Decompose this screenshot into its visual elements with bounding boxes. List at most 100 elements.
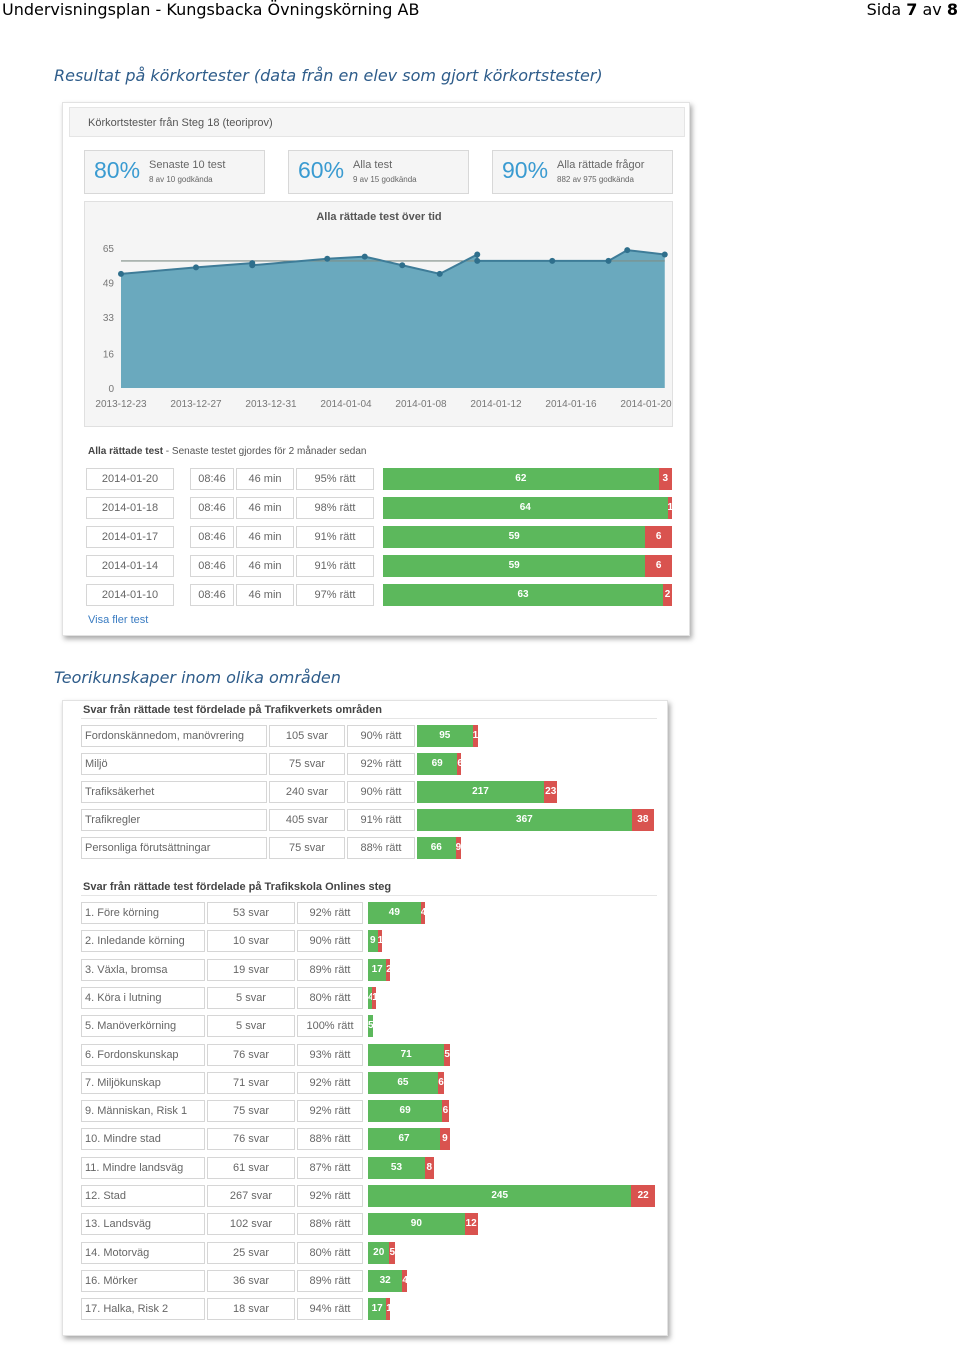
step-name: 12. Stad bbox=[81, 1185, 205, 1207]
correct-segment: 65 bbox=[368, 1071, 438, 1094]
data-point bbox=[399, 262, 406, 269]
test-result: 97% rätt bbox=[296, 584, 374, 606]
area-answer-count: 75 svar bbox=[269, 753, 345, 775]
correct-segment: 217 bbox=[417, 781, 544, 803]
test-time: 08:46 bbox=[190, 555, 234, 577]
wrong-segment: 4 bbox=[402, 1269, 407, 1292]
step-answer-count: 5 svar bbox=[207, 986, 295, 1009]
data-point bbox=[249, 262, 256, 269]
x-tick-label: 2014-01-20 bbox=[620, 399, 672, 410]
area-answer-count: 105 svar bbox=[269, 725, 345, 747]
correct-segment: 90 bbox=[368, 1213, 465, 1236]
panel-title: Körkortstester från Steg 18 (teoriprov) bbox=[69, 107, 685, 137]
result-bar: 20 5 bbox=[368, 1241, 395, 1264]
test-results-screenshot: Körkortstester från Steg 18 (teoriprov) … bbox=[62, 102, 690, 636]
data-point bbox=[661, 251, 668, 258]
document-header: Undervisningsplan - Kungsbacka Övningskö… bbox=[0, 0, 960, 22]
correct-segment: 95 bbox=[417, 725, 473, 747]
x-tick-label: 2014-01-08 bbox=[395, 399, 447, 410]
step-answer-count: 102 svar bbox=[207, 1213, 295, 1236]
area-name: Miljö bbox=[81, 753, 267, 775]
document-title: Undervisningsplan - Kungsbacka Övningskö… bbox=[2, 0, 420, 19]
stat-title: Alla rättade frågor bbox=[557, 159, 645, 171]
result-bar: 17 1 bbox=[368, 1298, 391, 1321]
result-bar: 59 6 bbox=[383, 526, 672, 548]
wrong-segment: 5 bbox=[389, 1241, 395, 1264]
step-percent: 92% rätt bbox=[297, 1100, 363, 1123]
step-percent: 80% rätt bbox=[297, 986, 363, 1009]
test-date: 2014-01-10 bbox=[86, 584, 174, 606]
correct-segment: 59 bbox=[383, 526, 646, 548]
wrong-segment: 9 bbox=[455, 837, 461, 859]
step-percent: 100% rätt bbox=[297, 1015, 363, 1038]
area-name: Fordonskännedom, manövrering bbox=[81, 725, 267, 747]
step-answer-count: 76 svar bbox=[207, 1128, 295, 1151]
step-answer-count: 25 svar bbox=[207, 1241, 295, 1264]
step-percent: 92% rätt bbox=[297, 902, 363, 924]
section-heading-theory: Teorikunskaper inom olika områden bbox=[54, 668, 341, 687]
x-tick-label: 2013-12-27 bbox=[170, 399, 222, 410]
result-bar: 62 3 bbox=[383, 468, 672, 490]
step-answer-count: 267 svar bbox=[207, 1185, 295, 1207]
test-date: 2014-01-20 bbox=[86, 468, 174, 490]
step-percent: 92% rätt bbox=[297, 1185, 363, 1207]
result-bar: 63 2 bbox=[383, 584, 672, 606]
area-answer-count: 75 svar bbox=[269, 837, 345, 859]
area-percent: 88% rätt bbox=[347, 837, 415, 859]
stat-title: Alla test bbox=[353, 159, 393, 171]
result-bar: 66 9 bbox=[417, 837, 461, 859]
correct-segment: 59 bbox=[383, 555, 646, 577]
divider bbox=[81, 895, 657, 896]
step-percent: 87% rätt bbox=[297, 1156, 363, 1179]
step-answer-count: 75 svar bbox=[207, 1100, 295, 1123]
step-percent: 92% rätt bbox=[297, 1071, 363, 1094]
correct-segment: 63 bbox=[383, 584, 664, 606]
test-time: 08:46 bbox=[190, 584, 234, 606]
step-percent: 94% rätt bbox=[297, 1298, 363, 1321]
show-more-tests-link[interactable]: Visa fler test bbox=[88, 614, 149, 626]
wrong-segment: 38 bbox=[631, 809, 654, 831]
wrong-segment: 6 bbox=[645, 526, 672, 548]
test-date: 2014-01-14 bbox=[86, 555, 174, 577]
step-name: 4. Köra i lutning bbox=[81, 986, 205, 1009]
page-number: Sida 7 av 8 bbox=[866, 0, 958, 19]
stat-percent: 90% bbox=[502, 157, 549, 183]
step-percent: 80% rätt bbox=[297, 1241, 363, 1264]
wrong-segment: 3 bbox=[658, 468, 672, 490]
y-tick-label: 0 bbox=[108, 384, 114, 395]
area-name: Trafiksäkerhet bbox=[81, 781, 267, 803]
step-name: 17. Halka, Risk 2 bbox=[81, 1298, 205, 1321]
test-time: 08:46 bbox=[190, 497, 234, 519]
data-point bbox=[118, 270, 124, 277]
step-name: 5. Manöverkörning bbox=[81, 1015, 205, 1038]
correct-segment: 49 bbox=[368, 902, 421, 924]
step-percent: 88% rätt bbox=[297, 1128, 363, 1151]
y-tick-label: 16 bbox=[103, 350, 115, 361]
tests-list-title: Alla rättade test - Senaste testet gjord… bbox=[88, 446, 367, 457]
data-point bbox=[361, 253, 368, 260]
wrong-segment: 8 bbox=[424, 1156, 434, 1179]
step-answer-count: 10 svar bbox=[207, 930, 295, 953]
correct-segment: 17 bbox=[368, 1298, 387, 1321]
result-bar: 32 4 bbox=[368, 1269, 407, 1292]
test-duration: 46 min bbox=[236, 555, 294, 577]
areas-title: Svar från rättade test fördelade på Traf… bbox=[83, 704, 382, 716]
step-answer-count: 18 svar bbox=[207, 1298, 295, 1321]
correct-segment: 64 bbox=[383, 497, 668, 519]
step-name: 14. Motorväg bbox=[81, 1241, 205, 1264]
result-bar: 90 12 bbox=[368, 1213, 478, 1236]
step-answer-count: 19 svar bbox=[207, 958, 295, 981]
correct-segment: 17 bbox=[368, 958, 387, 981]
wrong-segment: 6 bbox=[457, 753, 462, 775]
step-name: 2. Inledande körning bbox=[81, 930, 205, 953]
correct-segment: 20 bbox=[368, 1241, 390, 1264]
data-point bbox=[474, 251, 481, 258]
test-date: 2014-01-17 bbox=[86, 526, 174, 548]
test-duration: 46 min bbox=[236, 468, 294, 490]
result-bar: 217 23 bbox=[417, 781, 558, 803]
theory-knowledge-screenshot: Svar från rättade test fördelade på Traf… bbox=[62, 700, 668, 1336]
test-time: 08:46 bbox=[190, 526, 234, 548]
wrong-segment: 5 bbox=[444, 1043, 450, 1066]
